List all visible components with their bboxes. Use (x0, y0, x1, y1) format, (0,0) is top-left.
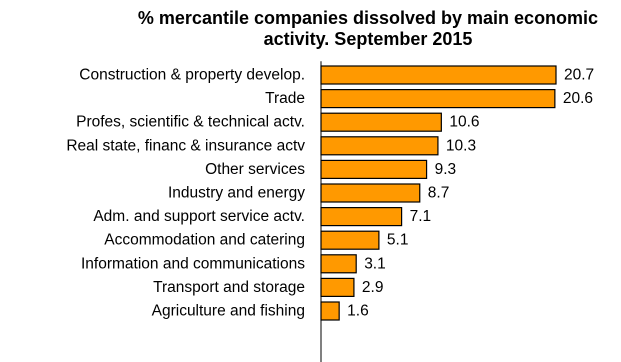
value-label: 10.6 (449, 114, 479, 131)
bar (320, 159, 428, 179)
bar (320, 230, 380, 250)
bar (320, 136, 439, 156)
bar (320, 183, 421, 203)
category-label: Profes, scientific & technical actv. (76, 114, 305, 131)
value-labels: 20.7 20.6 10.6 10.3 9.3 8.7 7.15.13.1 2.9 1.6 (347, 67, 594, 320)
value-label: 20.6 (563, 90, 593, 107)
value-label: 9.3 (435, 161, 457, 178)
category-label: Real state, financ & insurance actv (66, 137, 305, 154)
chart-title-line2: activity. September 2015 (263, 29, 473, 49)
bar (320, 254, 357, 274)
category-label: Information and communications (81, 255, 305, 272)
value-label: 8.7 (428, 185, 450, 202)
bar (320, 112, 442, 132)
bar (320, 88, 556, 109)
category-label: Agriculture and fishing (152, 303, 305, 320)
bar (320, 207, 403, 227)
category-label: Adm. and support service actv. (93, 208, 305, 225)
category-labels: Construction & property develop. Trade Pro… (66, 67, 305, 320)
value-label: 10.3 (446, 137, 476, 154)
value-label: 20.7 (564, 67, 594, 84)
value-label: 1.6 (347, 303, 369, 320)
category-label: Industry and energy (168, 185, 305, 202)
value-label: 3.1 (364, 255, 386, 272)
category-label: Other services (205, 161, 305, 178)
category-label: Transport and storage (153, 279, 305, 296)
category-label: Trade (265, 90, 305, 107)
chart-title-line1: % mercantile companies dissolved by main… (137, 8, 599, 28)
value-label: 2.9 (362, 279, 384, 296)
chart-title: % mercantile companies dissolved by main… (0, 8, 621, 50)
category-label: Accommodation and catering (104, 232, 305, 249)
category-label: Construction & property develop. (79, 67, 305, 84)
value-label: 5.1 (387, 232, 409, 249)
bar (320, 301, 340, 321)
bar (320, 277, 355, 297)
value-label: 7.1 (410, 208, 432, 225)
bar (320, 65, 557, 85)
